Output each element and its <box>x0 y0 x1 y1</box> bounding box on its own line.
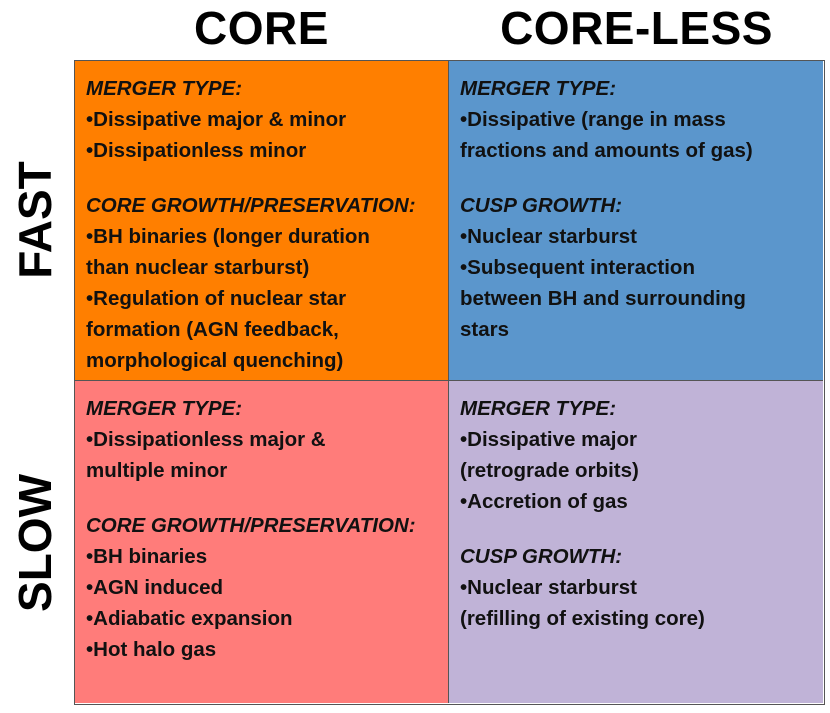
row-header-fast: FAST <box>0 60 70 380</box>
cell-fast-coreless: MERGER TYPE: •Dissipative (range in mass f… <box>449 61 823 381</box>
growth-item: •Hot halo gas <box>86 638 217 661</box>
row-header-fast-label: FAST <box>9 161 61 279</box>
row-header-slow: SLOW <box>0 380 70 705</box>
growth-item: morphological quenching) <box>86 349 344 372</box>
growth-item: •Subsequent interaction <box>460 256 695 279</box>
column-header-coreless: CORE-LESS <box>500 2 773 54</box>
column-header-core: CORE <box>194 2 329 54</box>
growth-item: •Nuclear starburst <box>460 225 637 248</box>
growth-item: •BH binaries <box>86 545 208 568</box>
merger-type-item: (retrograde orbits) <box>460 459 639 482</box>
merger-type-label: MERGER TYPE: <box>86 77 243 100</box>
merger-type-item: •Dissipationless major & <box>86 428 326 451</box>
growth-item: (refilling of existing core) <box>460 607 705 630</box>
cell-fast-core: MERGER TYPE: •Dissipative major & minor •D… <box>75 61 449 381</box>
growth-label: CORE GROWTH/PRESERVATION: <box>86 194 416 217</box>
merger-type-item: fractions and amounts of gas) <box>460 139 753 162</box>
row-header-slow-label: SLOW <box>9 473 62 612</box>
cell-slow-core: MERGER TYPE: •Dissipationless major & mult… <box>75 381 449 703</box>
growth-item: stars <box>460 318 510 341</box>
section-spacer <box>86 166 438 190</box>
merger-type-item: •Accretion of gas <box>460 490 628 513</box>
growth-label: CUSP GROWTH: <box>460 545 623 568</box>
cell-slow-coreless: MERGER TYPE: •Dissipative major (retrograd… <box>449 381 823 703</box>
merger-type-item: •Dissipative major <box>460 428 637 451</box>
section-spacer <box>460 517 813 541</box>
merger-type-item: •Dissipative (range in mass <box>460 108 726 131</box>
section-spacer <box>460 166 813 190</box>
growth-item: between BH and surrounding <box>460 287 746 310</box>
merger-type-item: multiple minor <box>86 459 228 482</box>
matrix-grid: MERGER TYPE: •Dissipative major & minor •D… <box>74 60 825 705</box>
growth-item: •Adiabatic expansion <box>86 607 293 630</box>
merger-type-item: •Dissipationless minor <box>86 139 307 162</box>
growth-item: •BH binaries (longer duration <box>86 225 370 248</box>
section-spacer <box>86 486 438 510</box>
growth-label: CUSP GROWTH: <box>460 194 623 217</box>
growth-item: •AGN induced <box>86 576 224 599</box>
growth-item: •Nuclear starburst <box>460 576 637 599</box>
growth-item: •Regulation of nuclear star <box>86 287 347 310</box>
growth-item: than nuclear starburst) <box>86 256 310 279</box>
merger-type-label: MERGER TYPE: <box>460 397 617 420</box>
merger-type-label: MERGER TYPE: <box>86 397 243 420</box>
growth-item: formation (AGN feedback, <box>86 318 339 341</box>
merger-type-item: •Dissipative major & minor <box>86 108 347 131</box>
growth-label: CORE GROWTH/PRESERVATION: <box>86 514 416 537</box>
merger-type-label: MERGER TYPE: <box>460 77 617 100</box>
